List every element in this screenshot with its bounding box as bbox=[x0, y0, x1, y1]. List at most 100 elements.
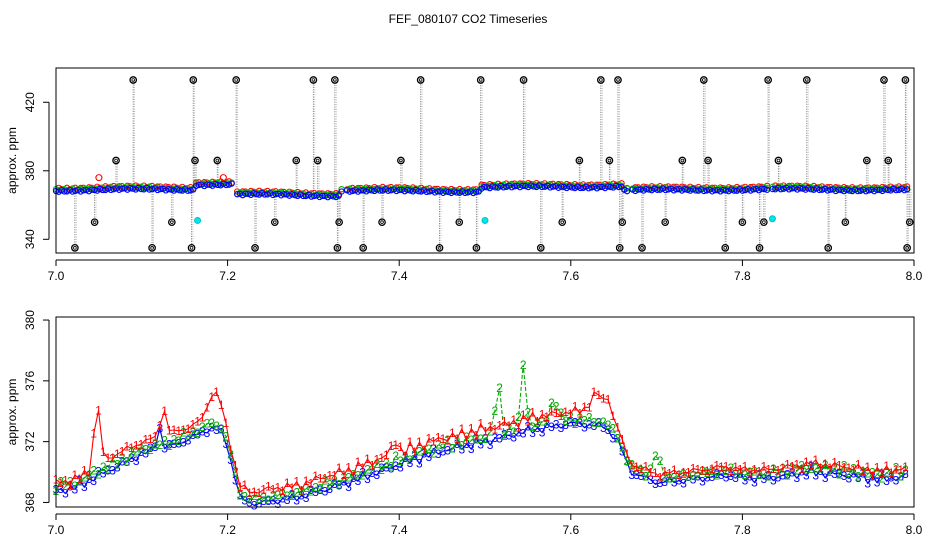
outlier-point-inner bbox=[92, 220, 97, 224]
top-series-3-point bbox=[396, 186, 403, 194]
top-series-3-point bbox=[508, 184, 515, 191]
bottom-series-1-marker: 1 bbox=[208, 390, 215, 404]
outlier-point-inner bbox=[882, 78, 886, 82]
bottom-series-1-marker: 1 bbox=[487, 419, 494, 433]
bottom-series-3-marker: 3 bbox=[713, 467, 720, 481]
bottom-series-3-marker: 3 bbox=[232, 473, 239, 487]
bottom-series-1-marker: 1 bbox=[723, 460, 730, 474]
outlier-point bbox=[615, 244, 624, 252]
bottom-series-2-marker: 2 bbox=[666, 471, 673, 485]
bottom-series-2-marker: 2 bbox=[119, 451, 126, 465]
top-panel: 7.0 7.2 7.4 7.6 7.8 8.0 340 380 420 approx. ppm bbox=[5, 67, 923, 283]
bottom-series-1-marker: 1 bbox=[860, 464, 867, 478]
top-series-3-point bbox=[835, 186, 842, 193]
bottom-series-3-marker: 3 bbox=[657, 476, 664, 490]
bottom-series-1-marker: 1 bbox=[307, 476, 314, 490]
outlier-point bbox=[862, 156, 871, 165]
bottom-series-2-marker: 2 bbox=[765, 470, 772, 484]
top-series-3-point bbox=[761, 185, 768, 193]
bottom-series-3-marker: 3 bbox=[543, 417, 550, 431]
top-x-tick-label: 7.6 bbox=[562, 269, 579, 283]
top-series-3-point bbox=[442, 188, 450, 195]
bottom-series-1-marker: 1 bbox=[458, 422, 465, 436]
bottom-series-1-marker: 1 bbox=[510, 413, 517, 427]
outlier-point-inner bbox=[333, 78, 337, 82]
bottom-series-3-marker: 3 bbox=[289, 488, 296, 502]
top-series-3-point bbox=[903, 186, 911, 193]
bottom-series-1-marker: 1 bbox=[845, 461, 852, 475]
bottom-series-3-marker: 3 bbox=[534, 421, 541, 435]
bottom-series-2-marker: 2 bbox=[123, 454, 130, 468]
bottom-series-1-marker: 1 bbox=[515, 420, 522, 434]
bottom-series-2-marker: 2 bbox=[392, 449, 399, 463]
bottom-series-2-marker: 2 bbox=[855, 470, 862, 484]
bottom-series-1-marker: 1 bbox=[251, 485, 258, 499]
bottom-series-3-marker: 3 bbox=[185, 433, 192, 447]
top-series-3-point bbox=[223, 181, 230, 189]
bottom-series-3-marker: 3 bbox=[213, 423, 220, 437]
outlier-point bbox=[841, 218, 850, 227]
bottom-series-1-marker: 1 bbox=[199, 410, 206, 424]
bottom-series-3-marker: 3 bbox=[709, 470, 716, 484]
bottom-series-1-marker: 1 bbox=[869, 469, 876, 483]
outlier-point bbox=[129, 76, 138, 84]
bottom-series-2-marker: 2 bbox=[359, 468, 366, 482]
bottom-series-1-marker: 1 bbox=[468, 422, 475, 436]
bottom-series-2-marker: 2 bbox=[742, 468, 749, 482]
bottom-series-1-marker: 1 bbox=[558, 409, 565, 423]
top-series-3-point bbox=[126, 185, 134, 192]
bottom-series-3-marker: 3 bbox=[761, 472, 768, 486]
bottom-series-1-marker: 1 bbox=[614, 421, 621, 435]
bottom-series-2-marker: 2 bbox=[72, 479, 79, 493]
bottom-series-1-marker: 1 bbox=[506, 419, 513, 433]
bottom-series-3-marker: 3 bbox=[95, 464, 102, 478]
bottom-series-1-marker: 1 bbox=[548, 405, 555, 419]
bottom-series-1-marker: 1 bbox=[411, 445, 418, 459]
bottom-series-1-marker: 1 bbox=[850, 463, 857, 477]
bottom-series-2-marker: 2 bbox=[831, 461, 838, 475]
top-stray-red-points bbox=[95, 174, 227, 182]
bottom-series-2-marker: 2 bbox=[534, 416, 541, 430]
outlier-point bbox=[313, 156, 322, 165]
bottom-series-3-marker: 3 bbox=[86, 472, 93, 486]
bottom-series-3-marker: 3 bbox=[742, 474, 749, 488]
bottom-series-1-marker: 1 bbox=[147, 432, 154, 446]
bottom-series-3-marker: 3 bbox=[72, 482, 79, 496]
bottom-series-3-marker: 3 bbox=[199, 425, 206, 439]
bottom-series-2-marker: 2 bbox=[803, 462, 810, 476]
bottom-series-1-marker: 1 bbox=[350, 469, 357, 483]
outlier-point bbox=[661, 218, 670, 227]
bottom-series-3-marker: 3 bbox=[256, 497, 263, 511]
outlier-point-inner bbox=[457, 220, 462, 224]
bottom-series-3-marker: 3 bbox=[90, 474, 97, 488]
bottom-series-1-marker: 1 bbox=[893, 463, 900, 477]
outlier-point-inner bbox=[776, 158, 781, 163]
bottom-series-1-marker: 1 bbox=[671, 463, 678, 477]
top-series-3-point bbox=[785, 186, 793, 193]
bottom-series-3-marker: 3 bbox=[341, 475, 348, 489]
outlier-point-inner bbox=[399, 158, 403, 163]
outlier-point bbox=[397, 156, 405, 165]
bottom-series-3-marker: 3 bbox=[812, 469, 819, 483]
bottom-series-1-marker: 1 bbox=[76, 472, 83, 486]
outlier-point bbox=[378, 218, 386, 227]
bottom-series-3-marker: 3 bbox=[652, 477, 659, 491]
cyan-point bbox=[768, 215, 776, 223]
bottom-series-2-marker: 2 bbox=[761, 467, 768, 481]
bottom-series-1-marker: 1 bbox=[293, 475, 300, 489]
bottom-series-1-marker: 1 bbox=[878, 466, 885, 480]
bottom-series-3-marker: 3 bbox=[845, 471, 852, 485]
bot-x-tick-label: 7.0 bbox=[48, 523, 65, 537]
bottom-series-2-marker: 2 bbox=[812, 461, 819, 475]
bottom-series-1-marker: 1 bbox=[836, 459, 843, 473]
bottom-series-1-marker: 1 bbox=[227, 443, 234, 457]
outlier-point bbox=[359, 244, 368, 252]
outlier-point-inner bbox=[560, 220, 565, 224]
bottom-series-1-marker: 1 bbox=[897, 463, 904, 477]
bottom-series-3-marker: 3 bbox=[411, 449, 418, 463]
top-cyan-points bbox=[194, 215, 776, 224]
bottom-series-3-marker: 3 bbox=[322, 485, 329, 499]
bottom-series-1-marker: 1 bbox=[374, 452, 381, 466]
bottom-series-1-marker: 1 bbox=[440, 432, 447, 446]
bottom-series-1-marker: 1 bbox=[72, 468, 79, 482]
